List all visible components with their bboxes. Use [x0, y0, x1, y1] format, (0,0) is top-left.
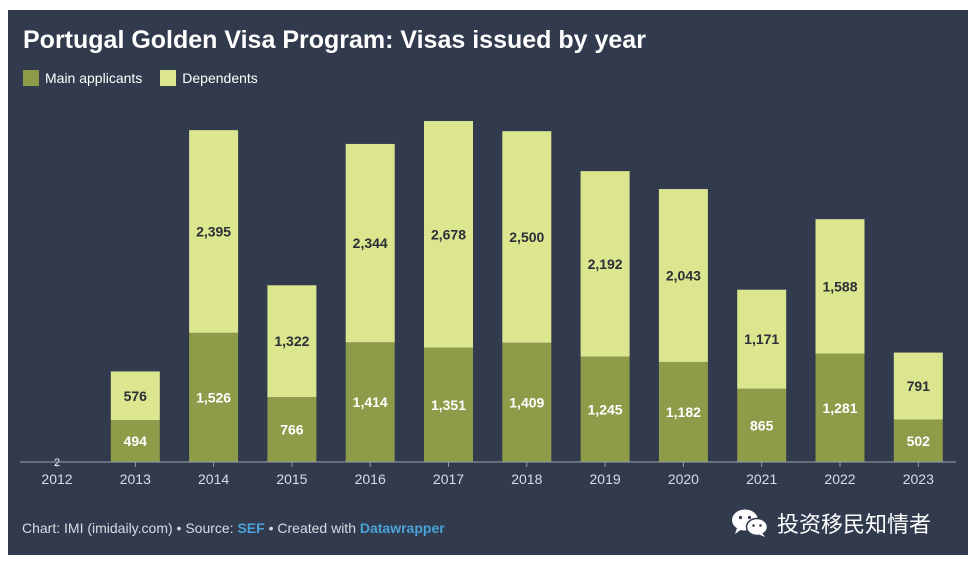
bar-dependents-2018 [502, 131, 552, 343]
label-dependents-2023: 791 [907, 378, 931, 394]
bar-main-2018 [502, 342, 552, 462]
footer-prefix: Chart: IMI (imidaily.com) • Source: [22, 520, 238, 536]
x-label-2023: 2023 [903, 471, 934, 487]
x-label-2021: 2021 [746, 471, 777, 487]
wechat-icon [731, 508, 769, 538]
label-main-2022: 1,281 [822, 400, 857, 416]
datawrapper-link[interactable]: Datawrapper [359, 520, 445, 536]
label-dependents-2018: 2,500 [509, 229, 544, 245]
label-dependents-2014: 2,395 [196, 223, 231, 239]
bar-main-2019 [580, 356, 630, 462]
chart-title: Portugal Golden Visa Program: Visas issu… [23, 26, 646, 54]
bar-dependents-2017 [424, 121, 473, 348]
label-dependents-2016: 2,344 [353, 235, 388, 251]
chart-panel: Portugal Golden Visa Program: Visas issu… [8, 10, 968, 555]
footer-middle: • Created with [264, 520, 360, 536]
x-label-2012: 2012 [41, 471, 72, 487]
legend-swatch-dependents [160, 70, 177, 86]
bar-dependents-2019 [580, 171, 630, 357]
legend-swatch-main [23, 70, 39, 86]
bar-main-2021 [737, 388, 787, 462]
legend: Main applicants Dependents [23, 70, 270, 86]
x-label-2017: 2017 [433, 471, 464, 487]
legend-item-dependents: Dependents [160, 70, 258, 86]
watermark-text: 投资移民知情者 [777, 512, 932, 537]
bar-dependents-2022 [815, 219, 865, 354]
bar-dependents-2016 [345, 143, 395, 343]
label-main-2018: 1,409 [509, 394, 544, 410]
label-main-2014: 1,526 [196, 389, 231, 405]
label-dependents-2017: 2,678 [431, 226, 466, 242]
legend-label-main: Main applicants [45, 70, 143, 86]
label-main-2023: 502 [907, 433, 931, 449]
label-main-2015: 766 [280, 422, 304, 438]
bar-dependents-2023 [893, 352, 943, 420]
x-label-2015: 2015 [276, 471, 307, 487]
bar-dependents-2013 [110, 371, 160, 421]
watermark: 投资移民知情者 [731, 507, 931, 539]
label-dependents-2019: 2,192 [588, 256, 623, 272]
label-main-2016: 1,414 [353, 394, 388, 410]
x-label-2014: 2014 [198, 471, 229, 487]
source-link[interactable]: SEF [237, 520, 265, 536]
label-main-2013: 494 [124, 433, 148, 449]
label-dependents-2013: 576 [124, 388, 148, 404]
bar-chart: 2201249457620131,5262,39520147661,322201… [20, 121, 956, 487]
bar-main-2020 [658, 361, 708, 462]
x-label-2013: 2013 [120, 471, 151, 487]
label-dependents-2022: 1,588 [822, 278, 857, 294]
legend-label-dependents: Dependents [182, 70, 258, 86]
bar-main-2016 [345, 342, 395, 462]
bar-main-2013 [110, 420, 160, 462]
x-label-2019: 2019 [590, 471, 621, 487]
bar-main-2015 [267, 397, 317, 462]
x-label-2018: 2018 [511, 471, 542, 487]
bar-dependents-2021 [737, 289, 787, 389]
bar-main-2014 [189, 332, 239, 462]
label-main-2020: 1,182 [666, 404, 701, 420]
x-label-2022: 2022 [824, 471, 855, 487]
label-dependents-2020: 2,043 [666, 268, 701, 284]
x-label-2016: 2016 [355, 471, 386, 487]
bar-dependents-2014 [189, 130, 239, 333]
bar-main-2017 [424, 347, 473, 462]
label-dependents-2015: 1,322 [274, 333, 309, 349]
label-main-2017: 1,351 [431, 397, 466, 413]
chart-footer: Chart: IMI (imidaily.com) • Source: SEF … [22, 520, 445, 536]
bar-dependents-2015 [267, 285, 317, 398]
label-dependents-2021: 1,171 [744, 331, 779, 347]
x-label-2020: 2020 [668, 471, 699, 487]
bar-main-2023 [893, 419, 943, 462]
label-main-2021: 865 [750, 417, 774, 433]
label-main-2019: 1,245 [588, 401, 623, 417]
legend-item-main: Main applicants [23, 70, 142, 86]
bar-main-2022 [815, 353, 865, 462]
bar-dependents-2020 [658, 189, 708, 362]
